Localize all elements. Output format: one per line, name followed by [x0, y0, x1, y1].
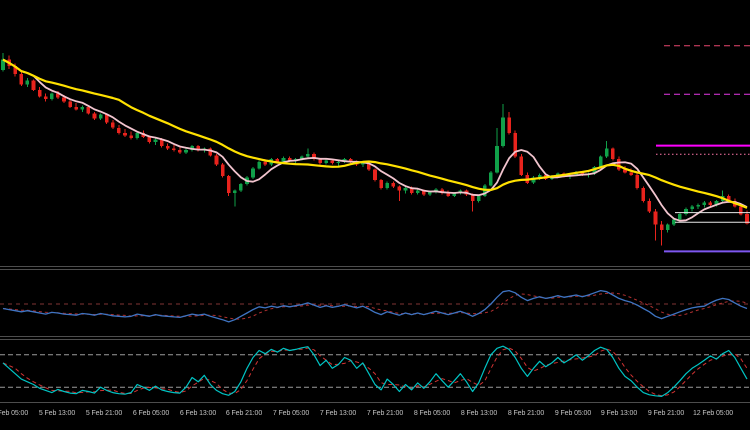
- panel-divider[interactable]: [0, 266, 750, 270]
- moving-averages: [2, 58, 748, 222]
- time-axis-label: 12 Feb 05:00: [692, 410, 734, 417]
- time-axis-label: 8 Feb 21:00: [507, 410, 545, 417]
- time-axis: 5 Feb 05:00 5 Feb 13:00 5 Feb 21:00 6 Feb 0…: [0, 402, 750, 430]
- time-axis-label: 5 Feb 13:00: [38, 410, 76, 417]
- time-axis-label: 7 Feb 13:00: [319, 410, 357, 417]
- time-axis-label: 7 Feb 21:00: [366, 410, 404, 417]
- momentum-line: [2, 289, 748, 323]
- momentum-panel[interactable]: [0, 270, 750, 336]
- stochastic-panel[interactable]: [0, 340, 750, 402]
- candles: [1, 53, 749, 246]
- time-axis-label: 9 Feb 13:00: [600, 410, 638, 417]
- stochastic-d-line: [2, 347, 748, 397]
- time-axis-label: 8 Feb 05:00: [413, 410, 451, 417]
- main-chart-panel[interactable]: [0, 0, 750, 266]
- stochastic-k-line: [2, 345, 748, 397]
- time-axis-label: 6 Feb 05:00: [132, 410, 170, 417]
- time-axis-label: 8 Feb 13:00: [460, 410, 498, 417]
- time-axis-label: 6 Feb 13:00: [179, 410, 217, 417]
- ma-slow-yellow: [2, 58, 748, 209]
- time-axis-label: 5 Feb 05:00: [0, 410, 29, 417]
- momentum-signal-line: [2, 292, 748, 320]
- time-axis-label: 6 Feb 21:00: [225, 410, 263, 417]
- time-axis-label: 7 Feb 05:00: [272, 410, 310, 417]
- time-axis-label: 9 Feb 21:00: [647, 410, 685, 417]
- ma-fast-pink: [2, 58, 748, 222]
- time-axis-label: 5 Feb 21:00: [85, 410, 123, 417]
- time-axis-label: 9 Feb 05:00: [554, 410, 592, 417]
- price-levels: [656, 45, 750, 253]
- panel-divider[interactable]: [0, 336, 750, 340]
